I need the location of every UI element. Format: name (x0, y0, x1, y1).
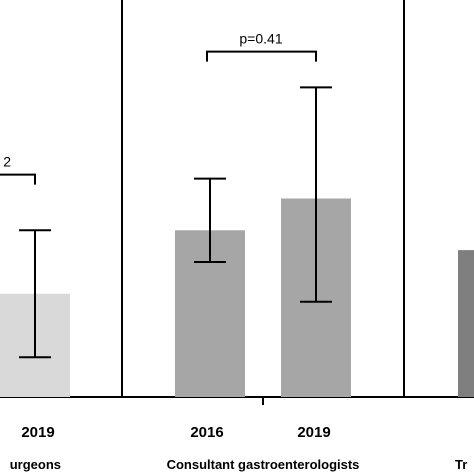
tick-label-urgeons-2019: 2019 (21, 424, 54, 441)
group-label-consultant-gastroenterologists: Consultant gastroenterologists (167, 457, 360, 472)
group-label-tr: Tr (455, 457, 467, 472)
errorbar-consultant-2016 (194, 177, 226, 264)
group-tr: Tr (455, 250, 474, 472)
bar-tr (458, 250, 474, 397)
tick-label-consultant-2019: 2019 (297, 424, 330, 441)
bracket-urgeons: 2 (0, 154, 36, 185)
errorbar-consultant-2019 (300, 86, 332, 303)
p-value-label-consultant: p=0.41 (239, 31, 282, 47)
tick-label-consultant-2016: 2016 (190, 424, 223, 441)
p-value-label-urgeons: 2 (3, 154, 11, 170)
group-label-urgeons: urgeons (10, 457, 61, 472)
errorbar-urgeons-2019 (19, 229, 51, 359)
group-consultant-gastroenterologists: p=0.41 2016 2019 Consultant gastroentero… (167, 31, 360, 472)
group-urgeons: 2 2019 urgeons (0, 154, 70, 472)
bracket-consultant: p=0.41 (206, 31, 317, 62)
